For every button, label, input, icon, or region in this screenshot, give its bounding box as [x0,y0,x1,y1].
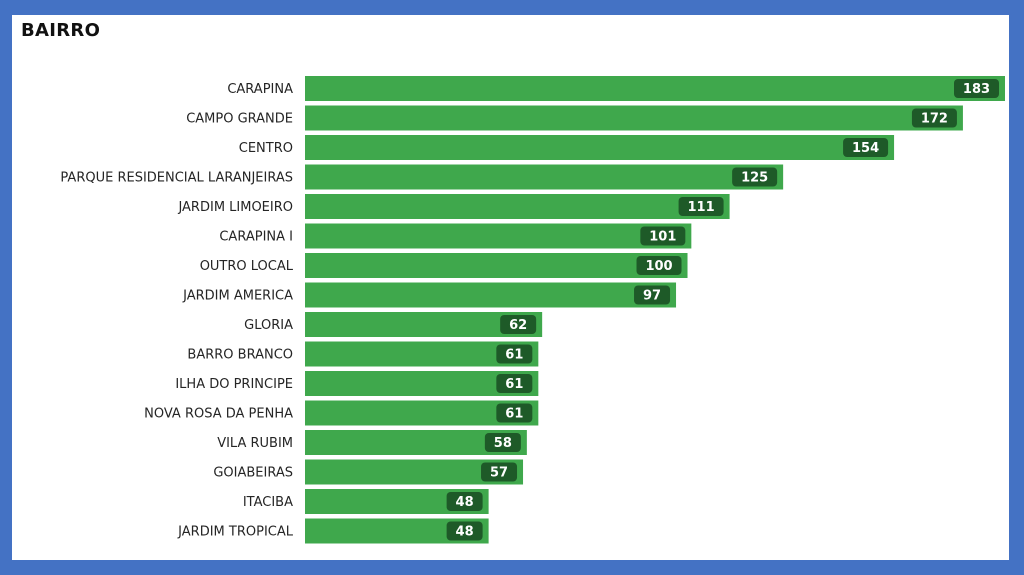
category-label: GLORIA [244,318,293,333]
bar[interactable] [305,282,677,308]
value-badge [640,226,686,246]
bar-row: CARAPINA I 101 [219,223,692,249]
category-label: BARRO BRANCO [187,348,293,363]
value-badge [634,285,671,305]
value-label: 172 [921,112,948,127]
bar-row: JARDIM LIMOEIRO 111 [177,194,730,219]
bar[interactable] [305,105,963,131]
bar-row: CAMPO GRANDE 172 [186,105,963,131]
bar-row: CENTRO 154 [239,135,895,160]
bar-row: GOIABEIRAS 57 [213,459,524,485]
value-label: 154 [852,141,879,156]
bar[interactable] [305,135,895,160]
category-label: OUTRO LOCAL [200,259,294,274]
value-badge [954,79,999,98]
value-label: 61 [505,377,523,392]
value-badge [481,462,518,482]
bar-row: ITACIBA 48 [243,489,489,514]
category-label: ITACIBA [243,495,293,510]
category-label: JARDIM AMERICA [182,289,293,304]
bar-row: ILHA DO PRINCIPE 61 [175,371,539,396]
value-badge [500,315,537,334]
category-label: NOVA ROSA DA PENHA [144,407,293,422]
chart-frame: BAIRRO CARAPINA 183 CAMPO GRANDE 172 CENTRO 1… [12,15,1009,560]
value-badge [911,108,957,128]
value-label: 97 [643,289,661,304]
value-badge [732,167,778,187]
value-label: 62 [509,318,527,333]
value-badge [496,374,533,393]
category-label: ILHA DO PRINCIPE [175,377,293,392]
bar-row: NOVA ROSA DA PENHA 61 [144,400,539,426]
value-label: 57 [490,466,508,481]
category-label: CENTRO [239,141,293,156]
value-label: 100 [645,259,672,274]
bar-row: GLORIA 62 [244,312,543,337]
value-badge [496,403,533,423]
value-badge [484,433,521,452]
bar-chart: CARAPINA 183 CAMPO GRANDE 172 CENTRO 154 PARQU… [60,76,1005,544]
category-label: VILA RUBIM [217,436,293,451]
value-label: 58 [494,436,512,451]
value-label: 101 [649,230,676,245]
bar-row: PARQUE RESIDENCIAL LARANJEIRAS 125 [60,164,784,190]
value-badge [636,256,682,275]
bar-row: BARRO BRANCO 61 [187,341,539,367]
bar-row: JARDIM AMERICA 97 [182,282,677,308]
chart-title: BAIRRO [21,20,101,41]
bar-row: JARDIM TROPICAL 48 [177,518,489,544]
category-label: PARQUE RESIDENCIAL LARANJEIRAS [60,171,293,186]
value-badge [446,521,483,541]
category-label: CAMPO GRANDE [186,112,293,127]
value-label: 61 [505,407,523,422]
value-label: 183 [963,82,990,97]
bar-row: OUTRO LOCAL 100 [200,253,688,278]
bar-row: CARAPINA 183 [227,76,1005,101]
value-badge [678,197,724,216]
value-badge [496,344,533,364]
value-badge [843,138,889,157]
category-label: CARAPINA I [219,230,293,245]
category-label: GOIABEIRAS [213,466,293,481]
bar[interactable] [305,76,1005,101]
value-label: 125 [741,171,768,186]
category-label: JARDIM LIMOEIRO [177,200,293,215]
value-label: 111 [688,200,715,215]
value-badge [446,492,483,511]
bar[interactable] [305,194,730,219]
bar[interactable] [305,223,692,249]
bar[interactable] [305,253,688,278]
bar[interactable] [305,164,784,190]
value-label: 48 [456,525,474,540]
category-label: CARAPINA [227,82,293,97]
bar-row: VILA RUBIM 58 [217,430,527,455]
value-label: 48 [456,495,474,510]
value-label: 61 [505,348,523,363]
category-label: JARDIM TROPICAL [177,525,294,540]
